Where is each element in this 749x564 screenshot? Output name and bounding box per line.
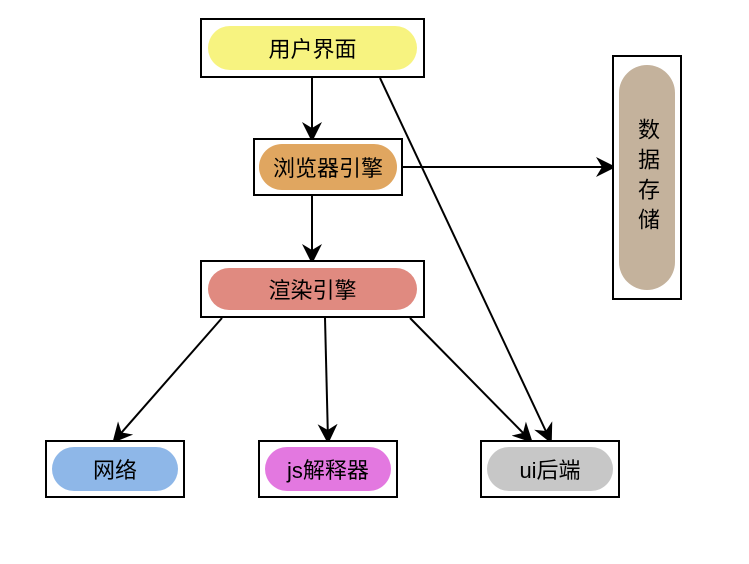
- node-ui_backend: ui后端: [480, 440, 620, 498]
- node-render_engine: 渲染引擎: [200, 260, 425, 318]
- edge-render_engine-to-js: [325, 318, 328, 440]
- node-js: js解释器: [258, 440, 398, 498]
- node-label-ui_backend: ui后端: [487, 447, 613, 491]
- edge-render_engine-to-network: [115, 318, 222, 440]
- node-label-storage: 数据存储: [619, 65, 675, 290]
- node-label-render_engine: 渲染引擎: [208, 268, 417, 310]
- node-label-browser_engine: 浏览器引擎: [259, 144, 397, 190]
- edge-render_engine-to-ui_backend: [410, 318, 530, 440]
- node-label-network: 网络: [52, 447, 178, 491]
- node-ui: 用户界面: [200, 18, 425, 78]
- node-network: 网络: [45, 440, 185, 498]
- node-storage: 数据存储: [612, 55, 682, 300]
- node-browser_engine: 浏览器引擎: [253, 138, 403, 196]
- edge-ui-to-ui_backend: [380, 78, 550, 440]
- node-label-js: js解释器: [265, 447, 391, 491]
- node-label-ui: 用户界面: [208, 26, 417, 70]
